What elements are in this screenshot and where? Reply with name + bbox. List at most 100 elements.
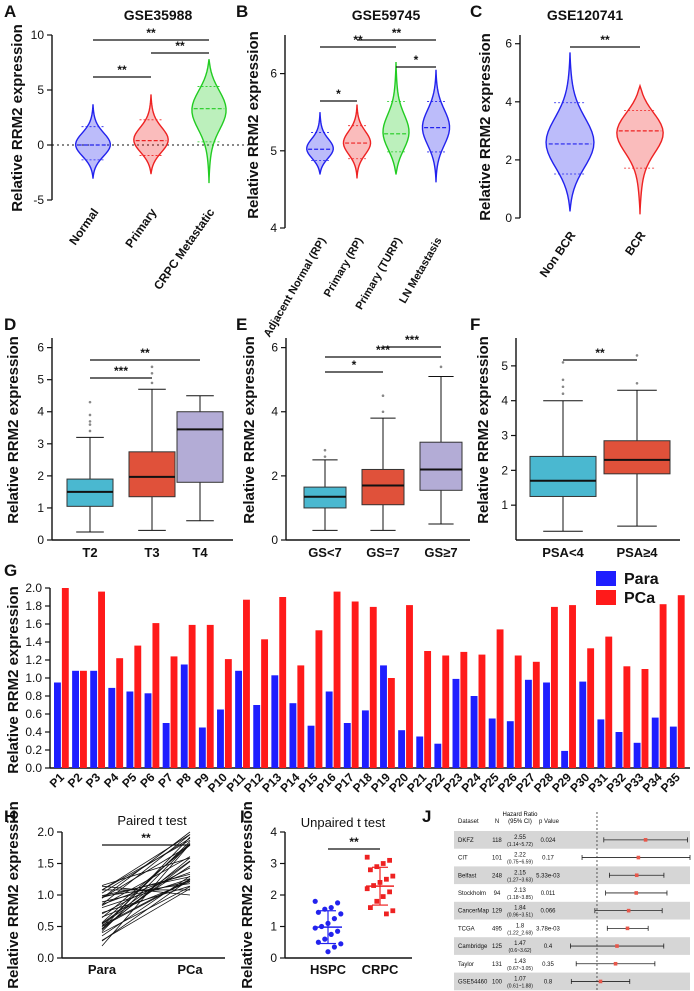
panel-J-estimate — [634, 891, 639, 895]
panel-J-n: 129 — [492, 909, 503, 915]
panel-J-dataset: CancerMap — [458, 909, 490, 915]
panel-A-category-label: Normal — [66, 206, 101, 248]
panel-J-header-dataset: Dataset — [458, 819, 479, 825]
panel-G-bar-para — [180, 664, 188, 768]
panel-J-hr: 1.8 — [516, 923, 525, 929]
panel-J-n: 100 — [492, 979, 503, 985]
panel-G-bar-para — [543, 682, 550, 768]
panel-J-ci: (0.61~1.88) — [507, 983, 533, 989]
panel-J-hr: 1.47 — [514, 941, 526, 947]
panel-F-box — [529, 455, 597, 497]
panel-I-point-hspc — [328, 931, 334, 937]
panel-J-header-hr: Hazard Ratio (95% CI) — [502, 812, 538, 825]
panel-J-header-hr-line: Hazard Ratio — [502, 812, 538, 818]
panel-J-n: 101 — [492, 856, 503, 862]
panel-J-ci: (0.6~3.62) — [509, 948, 532, 954]
panel-F-category-label: PSA≥4 — [616, 545, 658, 560]
panel-G-y-tick-label: 1.2 — [25, 653, 42, 667]
panel-G-bar-para — [162, 723, 170, 768]
panel-C-significance-label: ** — [600, 33, 610, 47]
panel-D-y-tick-label: 3 — [37, 437, 44, 451]
panel-G-bar-pca — [442, 655, 450, 768]
panel-I-category-label: CRPC — [362, 962, 399, 977]
panel-B-category-label: Primary (RP) — [322, 235, 366, 299]
panel-H-pair-line — [101, 880, 191, 903]
panel-F-outlier — [561, 392, 565, 396]
panel-H-letter: H — [4, 807, 16, 826]
panel-B-significance-label: * — [336, 87, 341, 101]
panel-J-dataset: Stockholm — [458, 891, 486, 897]
panel-J-n: 125 — [492, 944, 503, 950]
panel-D-outlier — [88, 413, 92, 417]
panel-F-significance-label: ** — [595, 346, 605, 360]
panel-E-y-tick-label: 0 — [271, 533, 278, 547]
panel-E-outlier — [323, 448, 327, 452]
panel-I-point-hspc — [312, 898, 318, 904]
panel-G-bar-pca — [569, 605, 576, 768]
panel-J-dataset: Cambridge — [458, 944, 488, 950]
panel-G-bar-pca — [297, 665, 305, 768]
panel-J-n: 94 — [494, 891, 501, 897]
panel-J-hr: 1.07 — [514, 976, 526, 982]
panel-G-ylabel: Relative RRM2 expression — [5, 586, 22, 774]
panel-A-ylabel: Relative RRM2 expression — [9, 24, 26, 212]
panel-I-point-crpc — [364, 854, 370, 860]
panel-G-bar-para — [54, 682, 61, 768]
panel-A-category-label: CRPC Metastatic — [151, 205, 218, 292]
panel-G-bar-para — [398, 730, 406, 768]
panel-G-bar-pca — [369, 606, 377, 768]
panel-F-outlier — [561, 378, 565, 382]
panel-F-letter: F — [470, 315, 480, 334]
panel-J-hr: 1.43 — [514, 959, 526, 965]
panel-I-significance-label: ** — [349, 835, 359, 849]
panel-G-bar-pca — [279, 597, 287, 768]
panel-G-bar-para — [651, 717, 659, 768]
panel-F-y-tick-label: 2 — [501, 463, 508, 477]
panel-I-title: Unpaired t test — [301, 815, 386, 830]
panel-C-title: GSE120741 — [547, 7, 623, 23]
panel-E-y-tick-label: 6 — [271, 341, 278, 355]
panel-J-estimate — [615, 944, 619, 948]
panel-F-ylabel: Relative RRM2 expression — [475, 336, 492, 524]
panel-G-bar-para — [343, 723, 351, 768]
panel-J-hr: 2.13 — [514, 888, 526, 894]
panel-I-point-hspc — [315, 909, 321, 915]
panel-J-p: 5.33e-03 — [536, 873, 560, 879]
panel-G-bar-pca — [641, 669, 649, 768]
panel-E-outlier — [439, 365, 443, 369]
panel-J-p: 0.8 — [544, 979, 553, 985]
panel-J-row-band — [454, 831, 690, 849]
panel-J-estimate — [613, 961, 618, 966]
panel-G-bar-para — [561, 750, 569, 768]
panel-G-bar-pca — [152, 623, 160, 768]
panel-E-box — [361, 468, 405, 506]
panel-G-bar-pca — [623, 666, 631, 768]
panel-F-outlier — [561, 385, 565, 389]
panel-D-outlier — [150, 371, 154, 375]
panel-G-bar-para — [669, 726, 677, 768]
panel-C-y-tick-label: 4 — [505, 95, 512, 109]
panel-D-outlier — [88, 400, 92, 404]
panel-I-point-crpc — [387, 857, 392, 863]
panel-A-y-tick-label: 10 — [31, 28, 45, 42]
panel-J-hr: 2.15 — [514, 870, 526, 876]
panel-A-violin — [191, 59, 227, 184]
panel-J-p: 0.066 — [540, 909, 556, 915]
panel-I-point-crpc — [364, 886, 370, 892]
panel-E-significance-label: *** — [405, 333, 419, 347]
panel-C-category-label: BCR — [622, 228, 649, 258]
panel-G-bar-pca — [605, 636, 613, 768]
panel-H-ylabel: Relative RRM2 expression — [5, 801, 22, 989]
panel-G-bar-para — [126, 691, 134, 768]
panel-I-point-crpc — [380, 894, 386, 899]
panel-D-outlier — [88, 429, 92, 433]
panel-C-category-label: Non BCR — [537, 228, 579, 279]
panel-A-significance-label: ** — [117, 63, 127, 77]
panel-J-ci: (0.67~3.05) — [507, 966, 533, 972]
panel-I-point-crpc — [368, 905, 373, 910]
panel-A-violin — [74, 104, 112, 179]
panel-A-y-tick-label: -5 — [33, 193, 44, 207]
panel-G-bar-pca — [496, 629, 504, 768]
panel-J-row-band — [454, 866, 690, 885]
panel-G-bar-para — [615, 732, 623, 768]
